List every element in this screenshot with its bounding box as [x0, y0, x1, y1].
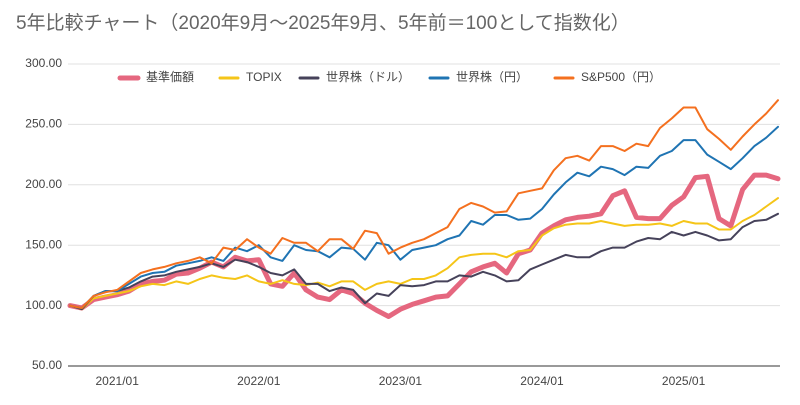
y-tick-label: 300.00 — [25, 56, 62, 70]
x-tick-label: 2021/01 — [96, 374, 140, 388]
legend-label: 世界株（ドル） — [326, 69, 410, 84]
series-line — [69, 212, 779, 311]
y-tick-label: 250.00 — [25, 117, 62, 131]
y-tick-label: 200.00 — [25, 177, 62, 191]
y-tick-label: 100.00 — [25, 298, 62, 312]
x-tick-label: 2023/01 — [379, 374, 423, 388]
legend-label: TOPIX — [246, 70, 282, 84]
legend-label: S&P500（円） — [581, 70, 661, 84]
series-line — [69, 125, 779, 309]
chart-title: 5年比較チャート（2020年9月〜2025年9月、5年前＝100として指数化） — [16, 12, 630, 34]
y-tick-label: 150.00 — [25, 237, 62, 251]
x-tick-label: 2022/01 — [237, 374, 281, 388]
legend-label: 世界株（円） — [456, 69, 528, 84]
series-line — [67, 172, 781, 319]
x-tick-label: 2025/01 — [662, 374, 706, 388]
x-tick-label: 2024/01 — [520, 374, 564, 388]
y-tick-label: 50.00 — [32, 358, 62, 372]
series-line — [69, 197, 779, 311]
legend-label: 基準価額 — [146, 69, 194, 84]
series-line — [69, 99, 779, 309]
